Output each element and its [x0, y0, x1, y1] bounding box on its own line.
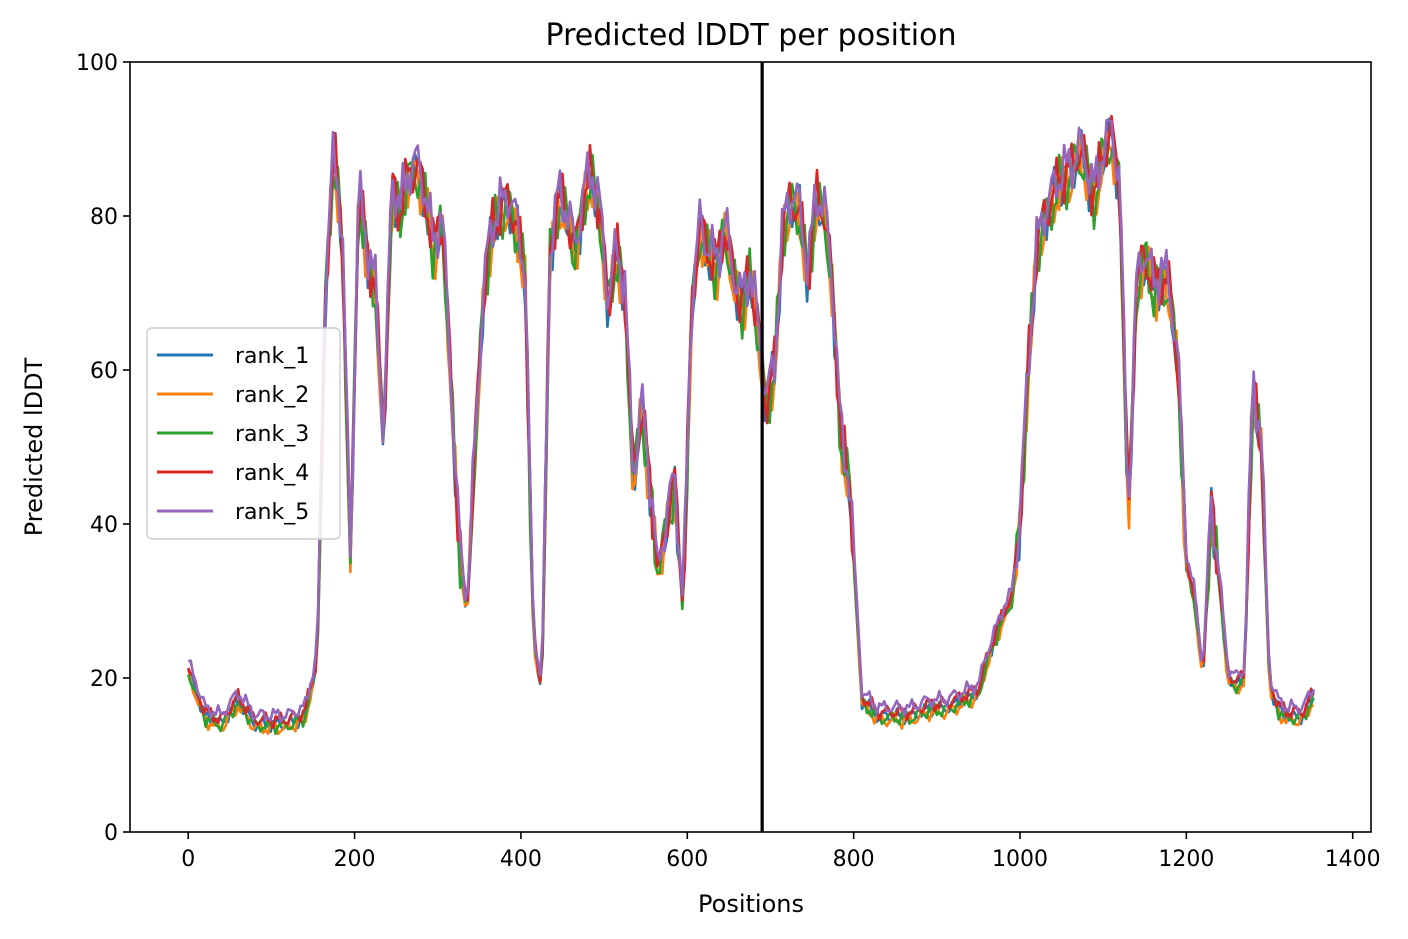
legend-label-rank_2: rank_2 [235, 383, 309, 408]
x-tick-label: 0 [181, 847, 195, 872]
legend-label-rank_3: rank_3 [235, 422, 309, 447]
y-tick-label: 80 [90, 205, 118, 230]
y-tick-label: 60 [90, 359, 118, 384]
y-tick-label: 0 [104, 821, 118, 846]
axes: 0 200 400 600 800 1000 1200 1400 0 20 40 60 80 100 [76, 51, 1381, 872]
legend-box [146, 327, 341, 540]
x-tick-label: 1000 [992, 847, 1048, 872]
x-tick-label: 400 [500, 847, 542, 872]
y-axis-label: Predicted lDDT [20, 357, 48, 536]
legend-label-rank_1: rank_1 [235, 344, 309, 369]
y-tick-label: 40 [90, 513, 118, 538]
x-axis-label: Positions [698, 890, 804, 918]
legend-label-rank_4: rank_4 [235, 461, 309, 486]
plot-area [186, 62, 1315, 832]
x-tick-label: 600 [666, 847, 708, 872]
x-tick-label: 1200 [1158, 847, 1214, 872]
x-tick-label: 200 [334, 847, 376, 872]
x-tick-label: 800 [833, 847, 875, 872]
legend: rank_1 rank_2 rank_3 rank_4 rank_5 [146, 327, 341, 540]
x-tick-label: 1400 [1325, 847, 1381, 872]
chart-title: Predicted lDDT per position [546, 18, 957, 53]
legend-label-rank_5: rank_5 [235, 500, 309, 525]
y-tick-label: 100 [76, 51, 118, 76]
series-line-rank_5 [187, 119, 1315, 723]
plot-frame [129, 61, 1372, 833]
y-tick-label: 20 [90, 667, 118, 692]
